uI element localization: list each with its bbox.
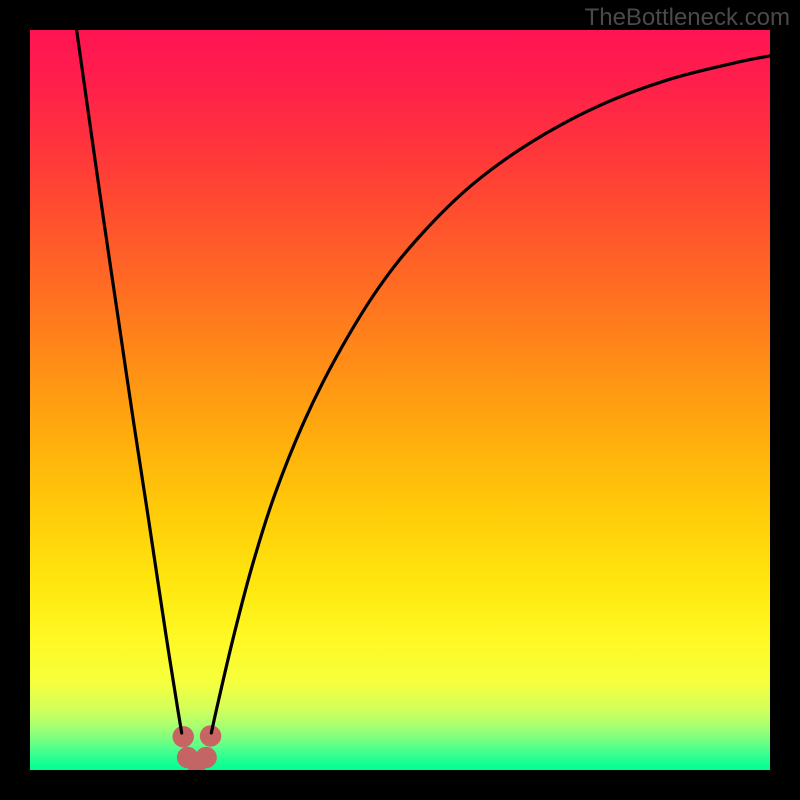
chart-root: TheBottleneck.com	[0, 0, 800, 800]
watermark-text: TheBottleneck.com	[585, 4, 790, 32]
chart-svg	[30, 30, 770, 770]
plot-area	[30, 30, 770, 770]
gradient-background	[30, 30, 770, 770]
